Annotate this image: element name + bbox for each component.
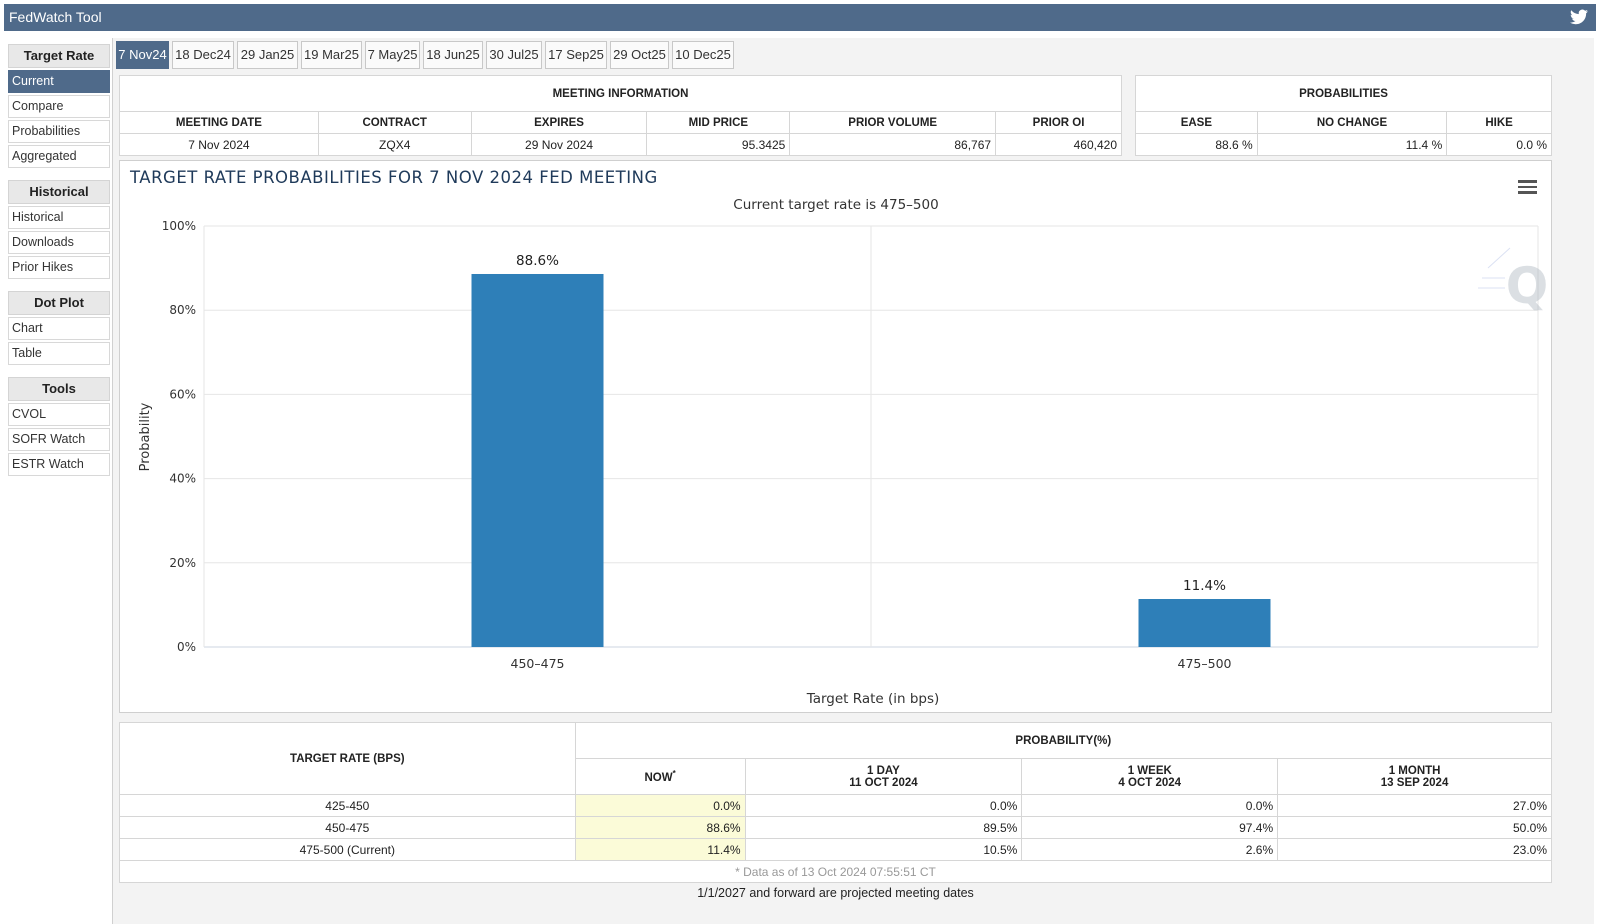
one-month-cell: 23.0%: [1277, 838, 1552, 861]
sidebar-item-table[interactable]: Table: [8, 342, 110, 365]
sidebar-item-prior-hikes[interactable]: Prior Hikes: [8, 256, 110, 279]
chart-container: [119, 160, 1552, 713]
y-tick-label: 40%: [169, 472, 196, 486]
one-day-cell: 10.5%: [744, 838, 1023, 861]
probability-history-table: TARGET RATE (BPS) PROBABILITY(%) NOW* 1 …: [119, 722, 1553, 883]
tab-18-dec24[interactable]: 18 Dec24: [172, 41, 234, 69]
y-tick-label: 20%: [169, 556, 196, 570]
table-row: 425-450 0.0% 0.0% 0.0% 27.0%: [119, 794, 1552, 817]
probabilities-summary-table: PROBABILITIES EASE NO CHANGE HIKE 88.6 %…: [1135, 75, 1552, 156]
sidebar-item-cvol[interactable]: CVOL: [8, 403, 110, 426]
sidebar: Target Rate Current Compare Probabilitie…: [6, 42, 112, 478]
sidebar-item-compare[interactable]: Compare: [8, 95, 110, 118]
header-1-day: 1 DAY 11 OCT 2024: [744, 758, 1023, 795]
tab-7-may25[interactable]: 7 May25: [365, 41, 420, 69]
header-now: NOW*: [574, 758, 746, 795]
y-tick-label: 60%: [169, 387, 196, 401]
ease-value: 88.6 %: [1135, 133, 1258, 156]
y-tick-label: 80%: [169, 303, 196, 317]
sidebar-header-historical: Historical: [8, 180, 110, 204]
now-cell: 88.6%: [574, 816, 746, 839]
meeting-date-value: 7 Nov 2024: [119, 133, 319, 156]
now-cell: 11.4%: [574, 838, 746, 861]
sidebar-header-dot-plot: Dot Plot: [8, 291, 110, 315]
prior-oi-value: 460,420: [995, 133, 1122, 156]
bar-475–500[interactable]: [1138, 599, 1271, 647]
sidebar-header-target-rate: Target Rate: [8, 44, 110, 68]
no-change-value: 11.4 %: [1256, 133, 1448, 156]
sidebar-item-downloads[interactable]: Downloads: [8, 231, 110, 254]
quikstrike-q-logo: Q: [1478, 247, 1549, 315]
header-contract: CONTRACT: [317, 111, 472, 134]
one-day-cell: 89.5%: [744, 816, 1023, 839]
rate-cell: 450-475: [119, 816, 576, 839]
rate-cell: 425-450: [119, 794, 576, 817]
app-title: FedWatch Tool: [9, 9, 102, 25]
sidebar-item-sofr-watch[interactable]: SOFR Watch: [8, 428, 110, 451]
x-tick-label: 450–475: [511, 656, 565, 671]
tab-30-jul25[interactable]: 30 Jul25: [486, 41, 542, 69]
twitter-icon[interactable]: [1570, 9, 1588, 25]
x-tick-label: 475–500: [1178, 656, 1232, 671]
one-month-cell: 50.0%: [1277, 816, 1552, 839]
now-cell: 0.0%: [574, 794, 746, 817]
sidebar-item-aggregated[interactable]: Aggregated: [8, 145, 110, 168]
chart-ylabel: Probability: [138, 402, 153, 471]
header-hike: HIKE: [1446, 111, 1552, 134]
one-week-cell: 2.6%: [1021, 838, 1279, 861]
tab-29-oct25[interactable]: 29 Oct25: [610, 41, 669, 69]
tab-7-nov24[interactable]: 7 Nov24: [116, 41, 169, 69]
tab-19-mar25[interactable]: 19 Mar25: [301, 41, 362, 69]
one-day-cell: 0.0%: [744, 794, 1023, 817]
tab-17-sep25[interactable]: 17 Sep25: [545, 41, 607, 69]
bar-data-label: 11.4%: [1183, 578, 1226, 594]
sidebar-header-tools: Tools: [8, 377, 110, 401]
projected-dates-note: 1/1/2027 and forward are projected meeti…: [697, 886, 974, 900]
chart-xlabel: Target Rate (in bps): [806, 691, 940, 707]
svg-text:Q: Q: [1506, 257, 1549, 315]
one-week-cell: 0.0%: [1021, 794, 1279, 817]
header-meeting-date: MEETING DATE: [119, 111, 319, 134]
sidebar-item-estr-watch[interactable]: ESTR Watch: [8, 453, 110, 476]
mid-price-value: 95.3425: [646, 133, 791, 156]
hike-value: 0.0 %: [1446, 133, 1552, 156]
table-row: 450-475 88.6% 89.5% 97.4% 50.0%: [119, 816, 1552, 839]
rate-cell: 475-500 (Current): [119, 838, 576, 861]
prior-volume-value: 86,767: [789, 133, 997, 156]
hamburger-menu-icon[interactable]: [1518, 180, 1537, 194]
tab-18-jun25[interactable]: 18 Jun25: [423, 41, 483, 69]
sidebar-item-probabilities[interactable]: Probabilities: [8, 120, 110, 143]
bar-data-label: 88.6%: [516, 253, 559, 269]
meeting-info-title: MEETING INFORMATION: [119, 75, 1122, 112]
sidebar-item-historical[interactable]: Historical: [8, 206, 110, 229]
sidebar-item-current[interactable]: Current: [8, 70, 110, 93]
meeting-info-table: MEETING INFORMATION MEETING DATE CONTRAC…: [119, 75, 1122, 156]
header-prior-oi: PRIOR OI: [995, 111, 1122, 134]
header-1-week: 1 WEEK 4 OCT 2024: [1021, 758, 1279, 795]
probabilities-title: PROBABILITIES: [1135, 75, 1552, 112]
header-target-rate-bps: TARGET RATE (BPS): [119, 722, 576, 795]
contract-value: ZQX4: [317, 133, 472, 156]
sidebar-item-chart[interactable]: Chart: [8, 317, 110, 340]
bar-450–475[interactable]: [471, 273, 604, 647]
one-week-cell: 97.4%: [1021, 816, 1279, 839]
expires-value: 29 Nov 2024: [470, 133, 648, 156]
table-row: 475-500 (Current) 11.4% 10.5% 2.6% 23.0%: [119, 838, 1552, 861]
chart-subtitle: Current target rate is 475–500: [733, 197, 938, 213]
tab-29-jan25[interactable]: 29 Jan25: [237, 41, 298, 69]
header-probability-group: PROBABILITY(%): [574, 722, 1553, 759]
header-1-month: 1 MONTH 13 SEP 2024: [1277, 758, 1552, 795]
data-timestamp-note: * Data as of 13 Oct 2024 07:55:51 CT: [119, 860, 1552, 883]
one-month-cell: 27.0%: [1277, 794, 1552, 817]
chart-title: TARGET RATE PROBABILITIES FOR 7 NOV 2024…: [129, 168, 658, 187]
y-tick-label: 0%: [177, 640, 196, 654]
tab-10-dec25[interactable]: 10 Dec25: [672, 41, 734, 69]
y-tick-label: 100%: [162, 219, 196, 233]
app-titlebar: FedWatch Tool: [4, 4, 1596, 31]
